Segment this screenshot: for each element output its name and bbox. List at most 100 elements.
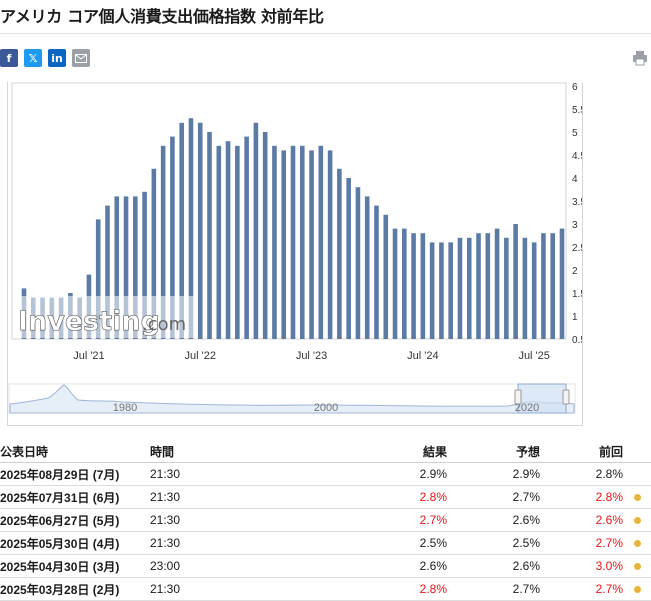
- row-date: 2025年08月29日 (7月): [0, 467, 120, 482]
- table-row: 2025年04月30日 (3月) 23:00 2.6% 2.6% 3.0%: [0, 555, 651, 578]
- bar-chart: 6 5.5 5 4.5 4 3.5 3 2.5 2 1.5 1 0.5 Investing.com Jul…: [8, 82, 582, 414]
- row-forecast: 2.9%: [512, 467, 540, 481]
- bar: [457, 237, 463, 339]
- y-tick-label: 4: [572, 174, 578, 185]
- print-icon[interactable]: [632, 50, 648, 66]
- row-forecast: 2.7%: [512, 582, 540, 596]
- bar: [513, 224, 518, 339]
- header-date: 公表日時: [0, 445, 49, 459]
- table-body: 2025年08月29日 (7月) 21:30 2.9% 2.9% 2.8% 2025年07…: [0, 463, 651, 601]
- table-row: 2025年06月27日 (5月) 21:30 2.7% 2.6% 2.6%: [0, 509, 651, 532]
- y-tick-label: 4.5: [572, 151, 582, 162]
- page-title: アメリカ コア個人消費支出価格指数 対前年比: [0, 7, 324, 26]
- row-time: 21:30: [150, 582, 181, 596]
- x-tick-label: Jul '23: [296, 350, 327, 362]
- y-tick-label: 6: [572, 82, 578, 93]
- row-indicator: [623, 493, 651, 501]
- y-tick-label: 1.5: [572, 289, 582, 300]
- x-icon[interactable]: 𝕏: [24, 49, 42, 67]
- bar: [550, 233, 556, 339]
- revision-dot-icon: [633, 585, 641, 593]
- bar: [374, 205, 379, 339]
- revision-dot-icon: [633, 516, 641, 524]
- watermark-suffix: .com: [142, 314, 186, 335]
- bar: [253, 122, 259, 339]
- bar: [170, 136, 175, 339]
- table-row: 2025年05月30日 (4月) 21:30 2.5% 2.5% 2.7%: [0, 532, 651, 555]
- header-forecast: 予想: [515, 445, 540, 459]
- row-date: 2025年04月30日 (3月): [0, 559, 120, 574]
- navigator-handle-left: [514, 389, 522, 405]
- bar: [225, 141, 231, 339]
- bar: [207, 132, 212, 339]
- bar: [420, 233, 426, 339]
- bar: [346, 178, 351, 339]
- bar: [411, 233, 416, 339]
- linkedin-icon[interactable]: in: [48, 49, 66, 67]
- bar: [337, 168, 342, 339]
- email-icon[interactable]: [72, 49, 90, 67]
- facebook-icon[interactable]: f: [0, 49, 18, 67]
- row-indicator: [623, 562, 651, 570]
- row-forecast: 2.6%: [512, 559, 540, 573]
- row-date: 2025年06月27日 (5月): [0, 513, 120, 528]
- y-tick-label: 0.5: [572, 335, 582, 346]
- bar: [559, 228, 565, 339]
- row-previous: 2.8%: [595, 467, 623, 481]
- bar: [235, 145, 240, 339]
- row-actual: 2.5%: [419, 536, 447, 550]
- divider: [0, 33, 651, 34]
- bar: [262, 132, 268, 339]
- bar: [133, 196, 138, 339]
- bar: [197, 122, 203, 339]
- row-previous: 2.6%: [595, 513, 623, 527]
- header-actual: 結果: [422, 445, 447, 459]
- history-table: 公表日時 時間 結果 予想 前回 2025年08月29日 (7月) 21:30 2.…: [0, 441, 651, 601]
- plot-frame: [11, 82, 567, 340]
- row-actual: 2.8%: [419, 582, 447, 596]
- bar: [364, 196, 370, 339]
- row-actual: 2.7%: [419, 513, 447, 527]
- share-bar: f 𝕏 in: [0, 49, 90, 67]
- row-forecast: 2.5%: [512, 536, 540, 550]
- y-tick-label: 1: [572, 312, 578, 323]
- row-time: 21:30: [150, 490, 181, 504]
- row-previous: 2.8%: [595, 490, 623, 504]
- table-row: 2025年07月31日 (6月) 21:30 2.8% 2.7% 2.8%: [0, 486, 651, 509]
- y-tick-label: 2: [572, 266, 578, 277]
- navigator-label: 1980: [113, 402, 137, 414]
- bar: [355, 187, 361, 339]
- row-date: 2025年07月31日 (6月): [0, 490, 120, 505]
- bar: [244, 136, 249, 339]
- bar: [541, 233, 546, 339]
- bar: [494, 228, 500, 339]
- bar: [309, 150, 314, 339]
- table-row: 2025年03月28日 (2月) 21:30 2.8% 2.7% 2.7%: [0, 578, 651, 601]
- bar: [188, 118, 194, 339]
- row-time: 21:30: [150, 513, 181, 527]
- navigator-handle-right: [562, 389, 570, 405]
- row-indicator: [623, 585, 651, 593]
- revision-dot-icon: [633, 493, 641, 501]
- bar: [402, 228, 407, 339]
- x-tick-label: Jul '25: [518, 350, 549, 362]
- bar: [504, 237, 509, 339]
- row-previous: 2.7%: [595, 582, 623, 596]
- table-row: 2025年08月29日 (7月) 21:30 2.9% 2.9% 2.8%: [0, 463, 651, 486]
- row-indicator: [623, 516, 651, 524]
- y-tick-label: 3.5: [572, 197, 582, 208]
- row-time: 21:30: [150, 467, 181, 481]
- bar: [476, 233, 481, 339]
- y-tick-label: 3: [572, 220, 578, 231]
- navigator-label: 2000: [314, 402, 338, 414]
- watermark-logo: Investing: [18, 306, 160, 337]
- row-previous: 3.0%: [595, 559, 623, 573]
- bar: [318, 145, 324, 339]
- bar: [216, 145, 222, 339]
- bar: [439, 242, 444, 339]
- watermark-bg: [13, 296, 195, 338]
- x-tick-label: Jul '24: [407, 350, 438, 362]
- bar: [429, 242, 435, 339]
- row-date: 2025年03月28日 (2月): [0, 582, 120, 597]
- x-tick-label: Jul '21: [73, 350, 104, 362]
